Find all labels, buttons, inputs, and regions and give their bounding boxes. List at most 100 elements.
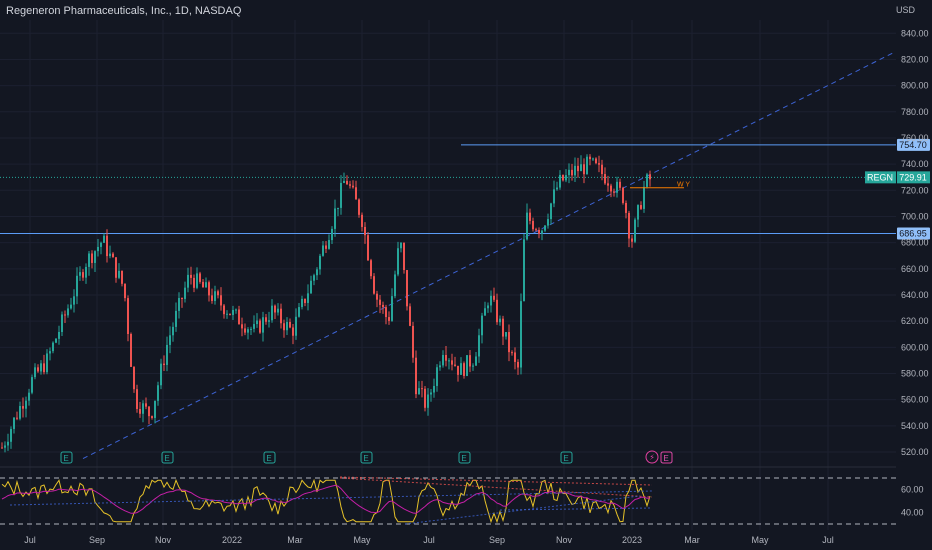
candle-body [112, 253, 114, 258]
candle-body [346, 180, 348, 185]
candle-body [616, 181, 618, 193]
candle-body [376, 293, 378, 300]
candle-body [367, 235, 369, 261]
candle-body [484, 308, 486, 316]
candle-body [430, 392, 432, 395]
rsi-tick-label: 40.00 [901, 508, 924, 518]
time-tick-label: May [353, 535, 371, 545]
candle-body [472, 365, 474, 367]
candle-body [274, 305, 276, 313]
candle-body [355, 187, 357, 200]
candle-body [28, 392, 30, 401]
candle-body [160, 363, 162, 386]
candle-body [292, 327, 294, 336]
candle-body [538, 229, 540, 234]
price-tick-label: 700.00 [901, 211, 929, 221]
candle-body [298, 307, 300, 317]
candle-body [637, 205, 639, 220]
candle-body [310, 280, 312, 294]
candle-body [22, 406, 24, 409]
earnings-badge [458, 451, 471, 464]
candle-body [217, 291, 219, 296]
price-tick-label: 520.00 [901, 447, 929, 457]
candle-body [577, 165, 579, 172]
candle-body [604, 174, 606, 184]
candle-body [7, 441, 9, 446]
trend-line [82, 52, 894, 459]
candle-body [490, 295, 492, 306]
bolt-icon: ⚡ [649, 453, 655, 462]
candle-body [286, 321, 288, 331]
candle-body [253, 324, 255, 329]
candle-body [52, 342, 54, 352]
candle-body [211, 295, 213, 301]
price-tick-label: 720.00 [901, 185, 929, 195]
price-tick-label: 540.00 [901, 421, 929, 431]
candle-body [199, 273, 201, 282]
candle-body [235, 309, 237, 311]
rsi-line [1, 478, 651, 524]
candle-body [16, 417, 18, 419]
candle-body [415, 357, 417, 395]
candle-body [502, 318, 504, 337]
candle-body [343, 180, 345, 183]
candle-body [283, 323, 285, 331]
candle-body [190, 274, 192, 278]
rsi-divergence-line [339, 477, 653, 498]
earnings-badge [360, 451, 373, 464]
candle-body [25, 400, 27, 409]
earnings-letter: E [461, 454, 466, 463]
candle-body [127, 298, 129, 335]
candle-body [526, 212, 528, 240]
candle-body [136, 389, 138, 409]
candle-body [571, 169, 573, 176]
candle-body [466, 355, 468, 376]
candle-body [313, 275, 315, 281]
candle-body [121, 270, 123, 284]
candle-body [505, 332, 507, 337]
candle-body [610, 185, 612, 192]
price-tick-label: 640.00 [901, 290, 929, 300]
candle-body [601, 164, 603, 175]
candle-body [409, 306, 411, 326]
candle-body [151, 416, 153, 418]
candle-body [631, 238, 633, 242]
candle-body [91, 253, 93, 263]
earnings-letter: E [663, 454, 668, 463]
candle-body [622, 187, 624, 203]
candle-body [280, 308, 282, 324]
candle-body [325, 245, 327, 249]
candle-body [37, 367, 39, 372]
time-tick-label: Nov [155, 535, 172, 545]
candle-body [223, 305, 225, 315]
rsi-ma-line [1, 484, 651, 514]
time-tick-label: 2023 [622, 535, 642, 545]
candle-body [73, 296, 75, 305]
candle-body [154, 400, 156, 418]
trend-line-dashed [82, 52, 894, 459]
candle-body [358, 199, 360, 215]
last-price-tag [897, 171, 930, 184]
candle-body [70, 304, 72, 309]
rsi-divergence-line [499, 507, 653, 511]
candle-body [433, 385, 435, 393]
last-price-text: 729.91 [899, 172, 927, 182]
candle-body [67, 308, 69, 316]
candle-body [643, 186, 645, 209]
candle-body [394, 274, 396, 297]
time-tick-label: Nov [556, 535, 573, 545]
candle-body [4, 445, 6, 448]
earnings-letter: E [363, 454, 368, 463]
price-tick-label: 820.00 [901, 54, 929, 64]
candle-body [181, 298, 183, 300]
candle-body [529, 212, 531, 221]
level-price-tag [897, 227, 930, 240]
candle-body [226, 313, 228, 315]
time-tick-label: Jul [24, 535, 36, 545]
candle-body [328, 240, 330, 249]
candle-body [193, 277, 195, 288]
candle-body [97, 246, 99, 252]
candle-body [268, 320, 270, 322]
candle-body [229, 313, 231, 315]
